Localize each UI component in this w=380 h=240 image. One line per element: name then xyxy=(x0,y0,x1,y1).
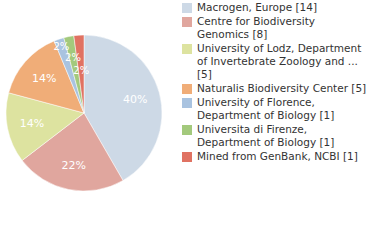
legend-text: Universita di Firenze, Department of Bio… xyxy=(197,123,369,149)
data-label: 40% xyxy=(123,93,147,106)
data-label: 14% xyxy=(20,117,44,130)
data-label: 22% xyxy=(61,159,85,172)
legend-swatch xyxy=(182,84,192,94)
chart: 40%22%14%14%2%2%2% Macrogen, Europe [14]… xyxy=(0,0,380,240)
data-label: 2% xyxy=(65,52,81,63)
data-label: 2% xyxy=(73,65,89,76)
legend-text: Naturalis Biodiversity Center [5] xyxy=(197,82,369,95)
legend-text: Centre for Biodiversity Genomics [8] xyxy=(197,15,369,41)
pie-area: 40%22%14%14%2%2%2% xyxy=(0,0,180,240)
legend-text: Mined from GenBank, NCBI [1] xyxy=(197,150,369,163)
data-label: 14% xyxy=(32,72,56,85)
legend-swatch xyxy=(182,3,192,13)
legend-swatch xyxy=(182,125,192,135)
data-label: 2% xyxy=(53,41,69,52)
legend-text: University of Lodz, Department of Invert… xyxy=(197,42,369,81)
legend-text: University of Florence, Department of Bi… xyxy=(197,96,369,122)
legend-text: Macrogen, Europe [14] xyxy=(197,1,369,14)
legend-swatch xyxy=(182,17,192,27)
legend-swatch xyxy=(182,152,192,162)
legend-swatch xyxy=(182,98,192,108)
legend-swatch xyxy=(182,44,192,54)
